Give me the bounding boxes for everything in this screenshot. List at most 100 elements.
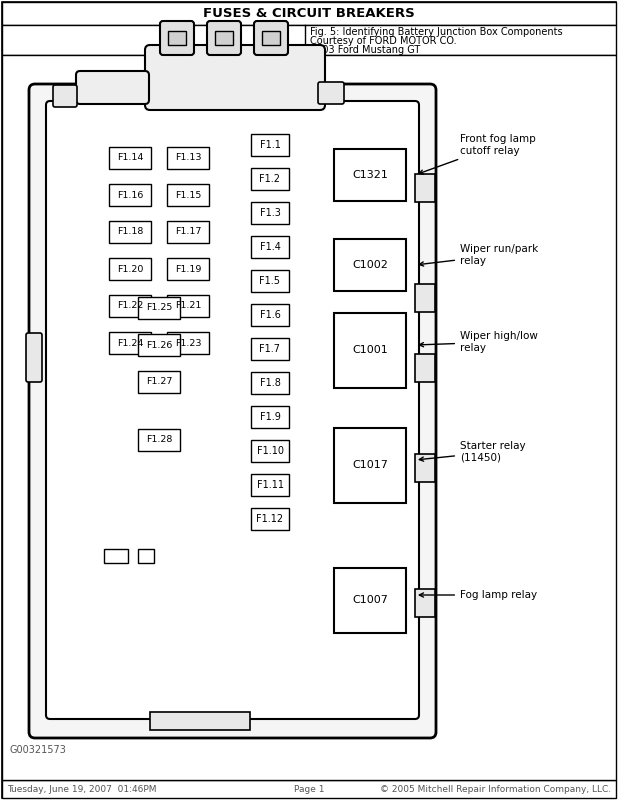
Bar — [251, 236, 289, 258]
Text: F1.15: F1.15 — [175, 190, 201, 199]
Text: C1017: C1017 — [352, 460, 388, 470]
Bar — [262, 31, 280, 45]
Text: Front fog lamp
cutoff relay: Front fog lamp cutoff relay — [419, 134, 536, 174]
Bar — [334, 313, 406, 387]
Bar — [109, 147, 151, 169]
Bar — [168, 31, 186, 45]
Text: F1.4: F1.4 — [260, 242, 281, 252]
Bar — [138, 297, 180, 319]
Text: F1.5: F1.5 — [260, 276, 281, 286]
Bar — [415, 454, 435, 482]
Text: Courtesy of FORD MOTOR CO.: Courtesy of FORD MOTOR CO. — [310, 36, 457, 46]
Text: 2003 Ford Mustang GT: 2003 Ford Mustang GT — [310, 45, 420, 55]
Bar — [251, 508, 289, 530]
Bar — [251, 304, 289, 326]
Bar — [167, 295, 209, 317]
Text: F1.24: F1.24 — [117, 338, 143, 347]
Bar — [167, 184, 209, 206]
Text: F1.26: F1.26 — [146, 341, 172, 350]
Bar — [138, 549, 154, 563]
Text: C1321: C1321 — [352, 170, 388, 180]
Bar — [251, 338, 289, 360]
Bar — [251, 168, 289, 190]
Text: C1002: C1002 — [352, 260, 388, 270]
Text: F1.12: F1.12 — [256, 514, 284, 524]
Bar — [251, 134, 289, 156]
Bar — [215, 31, 233, 45]
Bar — [251, 202, 289, 224]
Bar — [167, 258, 209, 280]
Bar — [138, 429, 180, 451]
Text: F1.7: F1.7 — [260, 344, 281, 354]
Text: F1.21: F1.21 — [175, 302, 201, 310]
Text: F1.2: F1.2 — [260, 174, 281, 184]
Text: F1.28: F1.28 — [146, 435, 172, 445]
Text: C1007: C1007 — [352, 595, 388, 605]
Text: F1.6: F1.6 — [260, 310, 281, 320]
Text: F1.20: F1.20 — [117, 265, 143, 274]
Bar — [167, 332, 209, 354]
Text: F1.18: F1.18 — [117, 227, 143, 237]
Bar — [2, 25, 616, 55]
Bar — [251, 270, 289, 292]
Text: F1.10: F1.10 — [256, 446, 284, 456]
Bar — [109, 295, 151, 317]
Bar — [2, 780, 616, 798]
Text: Wiper run/park
relay: Wiper run/park relay — [419, 244, 538, 266]
FancyBboxPatch shape — [254, 21, 288, 55]
FancyBboxPatch shape — [29, 84, 436, 738]
Text: F1.14: F1.14 — [117, 154, 143, 162]
Text: Page 1: Page 1 — [294, 785, 324, 794]
Bar — [415, 284, 435, 312]
Text: Tuesday, June 19, 2007  01:46PM: Tuesday, June 19, 2007 01:46PM — [7, 785, 156, 794]
Text: F1.16: F1.16 — [117, 190, 143, 199]
Text: F1.1: F1.1 — [260, 140, 281, 150]
FancyBboxPatch shape — [26, 333, 42, 382]
Bar — [251, 406, 289, 428]
Bar — [109, 258, 151, 280]
Text: F1.8: F1.8 — [260, 378, 281, 388]
Bar — [109, 221, 151, 243]
Bar — [334, 149, 406, 201]
Text: F1.17: F1.17 — [175, 227, 201, 237]
Text: F1.23: F1.23 — [175, 338, 201, 347]
Bar — [251, 474, 289, 496]
FancyBboxPatch shape — [145, 45, 325, 110]
Bar — [251, 372, 289, 394]
FancyBboxPatch shape — [160, 21, 194, 55]
Bar — [334, 427, 406, 502]
Bar — [415, 354, 435, 382]
FancyBboxPatch shape — [318, 82, 344, 104]
Bar — [138, 371, 180, 393]
Bar — [334, 567, 406, 633]
Bar — [2, 2, 616, 25]
FancyBboxPatch shape — [207, 21, 241, 55]
Bar — [104, 549, 128, 563]
Bar — [109, 184, 151, 206]
FancyBboxPatch shape — [53, 85, 77, 107]
Text: C1001: C1001 — [352, 345, 388, 355]
Bar — [109, 332, 151, 354]
Bar — [167, 221, 209, 243]
Bar — [334, 239, 406, 291]
Text: F1.9: F1.9 — [260, 412, 281, 422]
Bar — [415, 174, 435, 202]
Bar — [167, 147, 209, 169]
Text: G00321573: G00321573 — [10, 745, 67, 755]
Bar — [415, 589, 435, 617]
Text: Fog lamp relay: Fog lamp relay — [420, 590, 537, 600]
Text: Starter relay
(11450): Starter relay (11450) — [419, 442, 526, 462]
Text: F1.22: F1.22 — [117, 302, 143, 310]
Bar — [150, 712, 250, 730]
Text: FUSES & CIRCUIT BREAKERS: FUSES & CIRCUIT BREAKERS — [203, 7, 415, 20]
Text: F1.13: F1.13 — [175, 154, 201, 162]
Text: F1.11: F1.11 — [256, 480, 284, 490]
Bar — [251, 440, 289, 462]
FancyBboxPatch shape — [76, 71, 149, 104]
Text: F1.19: F1.19 — [175, 265, 201, 274]
Text: Fig. 5: Identifying Battery Junction Box Components: Fig. 5: Identifying Battery Junction Box… — [310, 27, 562, 37]
FancyBboxPatch shape — [46, 101, 419, 719]
Bar — [138, 334, 180, 356]
Text: F1.25: F1.25 — [146, 303, 172, 313]
Text: Wiper high/low
relay: Wiper high/low relay — [420, 331, 538, 353]
